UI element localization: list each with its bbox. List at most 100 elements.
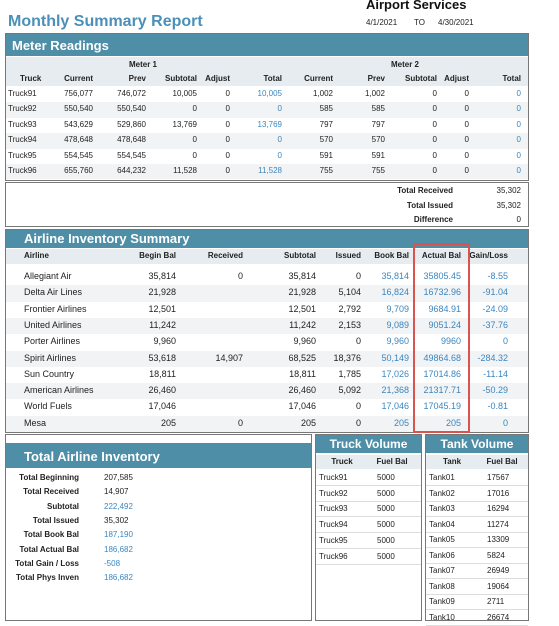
cell: Tank03 (429, 504, 455, 513)
summary-label: Total Received (23, 487, 79, 497)
row-line (426, 609, 528, 610)
cell: 644,232 (117, 166, 146, 175)
cell: 0 (225, 166, 230, 175)
cell: -284.32 (477, 352, 508, 363)
cell: 12,501 (148, 303, 176, 314)
cell: 570 (319, 135, 333, 145)
totals-panel (5, 182, 529, 227)
row-line (316, 485, 421, 486)
cell: 0 (516, 150, 521, 160)
column-header: Fuel Bal (376, 457, 408, 466)
cell: 591 (371, 150, 385, 160)
cell: 17,026 (381, 368, 409, 379)
cell: 655,760 (64, 166, 93, 175)
cell: 26674 (487, 612, 510, 622)
cell: 550,540 (117, 104, 146, 114)
cell: 0 (432, 104, 437, 114)
cell: 35,814 (148, 271, 176, 281)
row-line (426, 578, 528, 579)
cell: 9,960 (293, 336, 316, 347)
cell: Allegiant Air (24, 271, 72, 281)
cell: 13309 (487, 535, 510, 544)
total-label: Total Received (397, 186, 453, 195)
cell: 13,769 (257, 119, 282, 129)
column-header: Current (64, 74, 93, 83)
cell: 17,046 (148, 401, 176, 412)
cell: 17,046 (288, 401, 316, 412)
column-header: Book Bal (374, 251, 409, 260)
column-header: Current (304, 74, 333, 83)
cell: 570 (371, 135, 385, 145)
cell: Tank01 (429, 473, 455, 482)
cell: 21,368 (381, 385, 409, 396)
cell: 9,709 (386, 303, 409, 314)
column-header: Prev (367, 74, 385, 83)
column-header-row (426, 455, 528, 469)
cell: -50.29 (482, 385, 508, 396)
cell: 755 (319, 166, 333, 175)
column-header-row (316, 455, 421, 469)
cell: 205 (160, 417, 176, 428)
cell: 478,648 (117, 135, 146, 145)
cell: 0 (225, 150, 230, 160)
cell: 11,528 (173, 166, 197, 175)
cell: Spirit Airlines (24, 352, 77, 363)
total-value: 0 (516, 215, 521, 224)
cell: 0 (516, 89, 521, 98)
column-header: Gain/Loss (469, 251, 508, 260)
summary-value: 14,907 (104, 487, 129, 497)
cell: 17045.19 (423, 401, 461, 412)
cell: 0 (355, 401, 361, 412)
company: Airport Services (366, 0, 467, 12)
cell: 9,960 (153, 336, 176, 347)
row-line (426, 485, 528, 486)
cell: 9,960 (386, 336, 409, 347)
date-from: 4/1/2021 (366, 18, 398, 27)
group-header (6, 57, 528, 86)
cell: Truck92 (8, 104, 37, 114)
column-header: Total (263, 74, 282, 83)
truck_volume-panel (315, 434, 422, 621)
summary-value: -508 (104, 558, 121, 568)
row-line (316, 516, 421, 518)
column-header: Tank (442, 457, 462, 466)
cell: Frontier Airlines (24, 303, 87, 314)
cell: 0 (192, 150, 197, 160)
cell: 550,540 (64, 104, 93, 114)
summary-value: 186,682 (104, 573, 133, 583)
cell: -11.14 (483, 368, 508, 379)
cell: Tank10 (429, 612, 455, 622)
cell: 17,046 (381, 401, 409, 412)
cell: Truck91 (319, 473, 348, 482)
cell: 0 (432, 89, 437, 98)
cell: 16732.96 (423, 287, 461, 298)
cell: 756,077 (64, 89, 93, 98)
cell: 0 (516, 166, 521, 175)
row-shade (6, 383, 528, 400)
cell: 26,460 (288, 385, 316, 396)
cell: Truck96 (319, 551, 348, 561)
cell: 0 (192, 104, 197, 114)
summary-label: Total Actual Bal (19, 544, 79, 554)
cell: Tank06 (429, 550, 455, 560)
column-header: Subtotal (284, 251, 316, 260)
cell: 0 (464, 135, 469, 145)
column-header: Subtotal (165, 74, 197, 83)
cell: 2,153 (338, 319, 361, 330)
cell: 585 (319, 104, 333, 114)
cell: 0 (237, 417, 243, 428)
cell: 0 (192, 135, 197, 145)
panel-title: Total Airline Inventory (24, 449, 160, 464)
column-header: Actual Bal (421, 251, 461, 260)
row-line (426, 562, 528, 564)
cell: 591 (319, 150, 333, 160)
summary-label: Total Book Bal (23, 530, 79, 540)
panel-title: Airline Inventory Summary (24, 231, 190, 246)
cell: World Fuels (24, 401, 72, 412)
cell: 205 (300, 417, 316, 428)
cell: Tank07 (429, 566, 455, 575)
row-line (316, 532, 421, 534)
cell: 11,242 (149, 319, 176, 330)
cell: Tank05 (429, 535, 455, 544)
